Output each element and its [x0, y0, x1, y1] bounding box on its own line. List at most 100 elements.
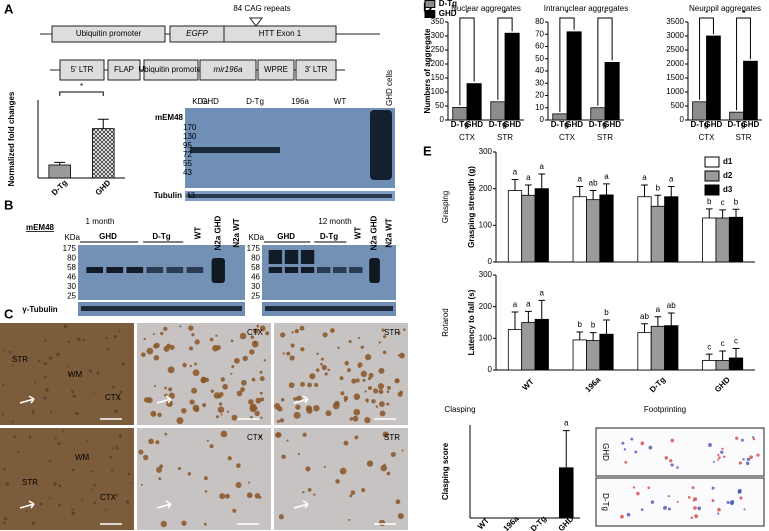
- error-bar: [603, 183, 610, 195]
- stained-cell: [38, 359, 41, 363]
- footprint: [717, 453, 720, 457]
- stained-cell: [5, 482, 10, 486]
- bar: [599, 333, 614, 371]
- stained-cell: [106, 348, 109, 351]
- x-tick-label: STR: [597, 133, 613, 142]
- significance-letter: b: [578, 320, 583, 329]
- x-tick-label: CTX: [559, 133, 576, 142]
- legend-label: GHD: [439, 9, 457, 18]
- stained-cell: [200, 377, 207, 384]
- stained-cell: [350, 490, 356, 495]
- row-label: D-Tg: [601, 493, 610, 511]
- stained-cell: [378, 341, 381, 344]
- stained-cell: [340, 391, 345, 396]
- footprint: [717, 512, 720, 515]
- stained-cell: [291, 331, 294, 334]
- stained-cell: [289, 355, 295, 361]
- stained-cell: [281, 454, 286, 460]
- stained-cell: [157, 412, 162, 418]
- label: 175: [63, 244, 77, 253]
- stained-cell: [305, 466, 311, 472]
- stained-cell: [367, 386, 373, 391]
- stained-cell: [2, 520, 6, 524]
- stained-cell: [239, 332, 247, 340]
- significance-letter: a: [604, 172, 609, 181]
- stained-cell: [153, 385, 156, 388]
- label: 196a: [291, 97, 309, 106]
- error-bar: [719, 209, 726, 218]
- stained-cell: [259, 376, 265, 382]
- footprint: [756, 453, 760, 457]
- stained-cell: [121, 362, 125, 366]
- stained-cell: [323, 465, 326, 468]
- stained-cell: [220, 413, 223, 416]
- stained-cell: [160, 520, 168, 528]
- bar: [572, 196, 587, 263]
- stained-cell: [11, 364, 14, 367]
- legend-swatch: [424, 0, 436, 8]
- error-bar: [562, 430, 570, 468]
- stained-cell: [227, 456, 232, 461]
- stained-cell: [399, 352, 405, 359]
- label: 30: [251, 282, 260, 291]
- y-tick-label: 3500: [666, 17, 684, 26]
- stained-cell: [246, 492, 253, 499]
- stained-cell: [372, 388, 379, 394]
- significance-mark: *: [80, 82, 83, 91]
- bar-label: GHD: [603, 120, 621, 129]
- significance-bracket: [497, 17, 513, 100]
- construct-element: [107, 59, 141, 81]
- stained-cell: [164, 432, 168, 436]
- stained-cell: [349, 417, 353, 421]
- label: STR: [12, 355, 28, 364]
- stained-cell: [109, 455, 113, 459]
- significance-letter: c: [721, 339, 725, 348]
- y-tick-label: 150: [431, 73, 445, 82]
- stained-cell: [315, 368, 320, 372]
- stained-cell: [236, 390, 243, 397]
- stained-cell: [278, 514, 284, 520]
- stained-cell: [58, 484, 62, 488]
- bar: [504, 32, 520, 121]
- stained-cell: [218, 402, 223, 406]
- row-label: Grasping: [441, 191, 450, 223]
- stained-cell: [313, 404, 320, 412]
- stained-cell: [364, 417, 371, 424]
- stained-cell: [248, 399, 254, 405]
- stained-cell: [401, 449, 404, 452]
- significance-letter: a: [656, 305, 661, 314]
- stained-cell: [354, 435, 359, 440]
- stained-cell: [296, 395, 302, 402]
- significance-letter: a: [526, 173, 531, 182]
- stained-cell: [67, 340, 71, 344]
- x-tick-label: STR: [736, 133, 752, 142]
- footprint: [721, 447, 724, 451]
- stained-cell: [160, 331, 164, 336]
- blot-band: [284, 250, 299, 264]
- label: 25: [251, 292, 260, 301]
- stained-cell: [300, 347, 305, 352]
- stained-cell: [386, 390, 390, 394]
- label: 95: [183, 141, 192, 150]
- bar-label: GHD: [705, 120, 723, 129]
- label: WM: [68, 370, 83, 379]
- stained-cell: [321, 364, 327, 371]
- stained-cell: [378, 389, 384, 395]
- stained-cell: [143, 454, 149, 461]
- x-tick-label: CTX: [699, 133, 716, 142]
- significance-mark: *: [742, 9, 745, 18]
- y-axis-label: Numbers of aggregate: [423, 28, 432, 113]
- bar: [637, 332, 652, 371]
- significance-mark: *: [503, 9, 506, 18]
- stained-cell: [85, 453, 88, 456]
- stained-cell: [288, 382, 295, 389]
- stained-cell: [294, 328, 300, 334]
- blot-band: [86, 267, 104, 273]
- label: 12 month: [318, 217, 351, 226]
- label: 80: [67, 254, 76, 263]
- y-tick-label: 1500: [666, 73, 684, 82]
- error-bar: [525, 184, 532, 196]
- footprint: [632, 486, 636, 489]
- stained-cell: [327, 368, 330, 372]
- stained-cell: [332, 402, 340, 410]
